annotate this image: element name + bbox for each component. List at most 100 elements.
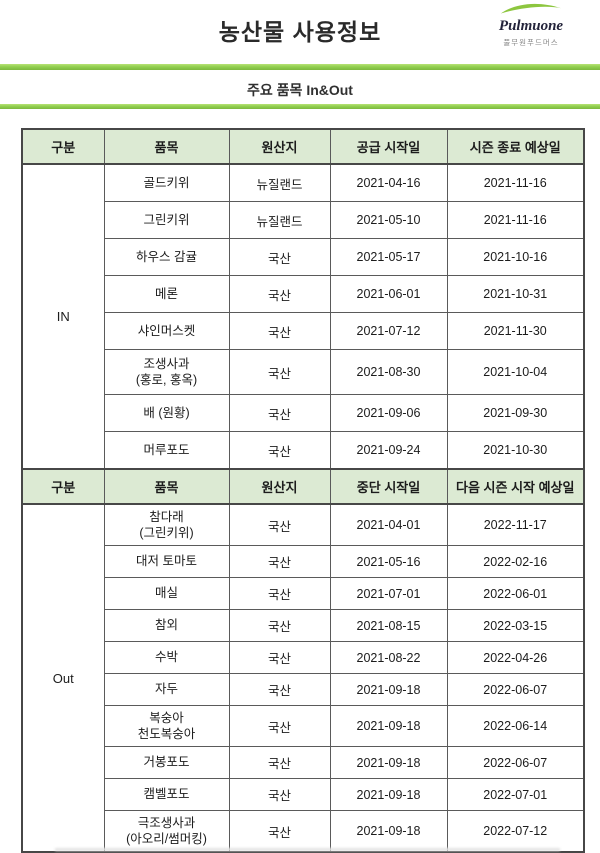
table-row: 거봉포도 국산 2021-09-18 2022-06-07 bbox=[22, 746, 585, 779]
table-row: 대저 토마토 국산 2021-05-16 2022-02-16 bbox=[22, 545, 585, 578]
date-start-cell: 2021-07-01 bbox=[329, 577, 448, 610]
origin-cell: 뉴질랜드 bbox=[228, 163, 331, 202]
date-start-cell: 2021-04-16 bbox=[329, 163, 448, 202]
date-start-cell: 2021-05-16 bbox=[329, 545, 448, 578]
date-end-cell: 2021-11-16 bbox=[446, 163, 585, 202]
produce-in-out-table: 구분 품목 원산지 공급 시작일 시즌 종료 예상일 IN 골드키위 뉴질랜드 2021-04-… bbox=[21, 128, 585, 853]
table-row: 수박 국산 2021-08-22 2022-04-26 bbox=[22, 641, 585, 674]
item-cell: 거봉포도 bbox=[103, 746, 230, 779]
origin-cell: 국산 bbox=[228, 810, 331, 853]
origin-cell: 국산 bbox=[228, 673, 331, 706]
subtitle: 주요 품목 In&Out bbox=[247, 82, 353, 98]
header-row: 구분 품목 원산지 공급 시작일 시즌 종료 예상일 bbox=[21, 128, 585, 165]
item-cell: 캠벨포도 bbox=[103, 778, 230, 811]
origin-cell: 뉴질랜드 bbox=[228, 201, 331, 239]
origin-cell: 국산 bbox=[228, 609, 331, 642]
table-row: 참외 국산 2021-08-15 2022-03-15 bbox=[22, 609, 585, 642]
date-start-cell: 2021-09-24 bbox=[329, 431, 448, 470]
table-row: 그린키위 뉴질랜드 2021-05-10 2021-11-16 bbox=[22, 201, 585, 239]
pulmuone-logo: Pulmuone 풀무원푸드머스 bbox=[488, 2, 574, 48]
logo-sub-text: 풀무원푸드머스 bbox=[503, 37, 559, 47]
date-start-cell: 2021-08-15 bbox=[329, 609, 448, 642]
date-end-cell: 2021-10-16 bbox=[446, 238, 585, 276]
table-wrapper: 구분 품목 원산지 공급 시작일 시즌 종료 예상일 IN 골드키위 뉴질랜드 2021-04-… bbox=[21, 128, 585, 853]
date-end-cell: 2021-10-31 bbox=[446, 275, 585, 313]
table-row: 캠벨포도 국산 2021-09-18 2022-07-01 bbox=[22, 778, 585, 811]
column-header: 품목 bbox=[103, 468, 230, 505]
date-end-cell: 2022-04-26 bbox=[446, 641, 585, 674]
section-cell-in: IN bbox=[21, 163, 105, 470]
origin-cell: 국산 bbox=[228, 577, 331, 610]
table-row: Out 참다래 (그린키위) 국산 2021-04-01 2022-11-17 bbox=[21, 503, 585, 853]
table-row: 극조생사과 (아오리/썸머킹) 국산 2021-09-18 2022-07-12 bbox=[22, 810, 585, 853]
table-row: 배 (원황) 국산 2021-09-06 2021-09-30 bbox=[22, 394, 585, 432]
divider-line-subtitle bbox=[0, 104, 600, 109]
table-row: 자두 국산 2021-09-18 2022-06-07 bbox=[22, 673, 585, 706]
date-end-cell: 2021-10-04 bbox=[446, 349, 585, 395]
item-cell: 그린키위 bbox=[103, 201, 230, 239]
divider-line-top bbox=[0, 64, 600, 70]
date-end-cell: 2022-07-01 bbox=[446, 778, 585, 811]
header-row: 구분 품목 원산지 중단 시작일 다음 시즌 시작 예상일 bbox=[21, 468, 585, 505]
item-cell: 골드키위 bbox=[103, 163, 230, 202]
table-row: 머루포도 국산 2021-09-24 2021-10-30 bbox=[22, 431, 585, 470]
origin-cell: 국산 bbox=[228, 641, 331, 674]
date-start-cell: 2021-09-06 bbox=[329, 394, 448, 432]
item-cell: 메론 bbox=[103, 275, 230, 313]
item-cell: 하우스 감귤 bbox=[103, 238, 230, 276]
date-start-cell: 2021-09-18 bbox=[329, 673, 448, 706]
cutoff-text-smudge bbox=[55, 848, 560, 851]
column-header: 중단 시작일 bbox=[329, 468, 448, 505]
column-header: 구분 bbox=[21, 468, 105, 505]
column-header: 시즌 종료 예상일 bbox=[446, 128, 585, 165]
item-cell: 샤인머스켓 bbox=[103, 312, 230, 350]
origin-cell: 국산 bbox=[228, 503, 331, 546]
item-cell: 극조생사과 (아오리/썸머킹) bbox=[103, 810, 230, 853]
column-header: 원산지 bbox=[228, 128, 331, 165]
date-end-cell: 2022-03-15 bbox=[446, 609, 585, 642]
produce-table-body: 구분 품목 원산지 공급 시작일 시즌 종료 예상일 IN 골드키위 뉴질랜드 2021-04-… bbox=[21, 128, 585, 853]
item-cell: 참외 bbox=[103, 609, 230, 642]
origin-cell: 국산 bbox=[228, 312, 331, 350]
date-end-cell: 2021-10-30 bbox=[446, 431, 585, 470]
origin-cell: 국산 bbox=[228, 349, 331, 395]
date-end-cell: 2022-11-17 bbox=[446, 503, 585, 546]
date-start-cell: 2021-06-01 bbox=[329, 275, 448, 313]
date-start-cell: 2021-08-22 bbox=[329, 641, 448, 674]
date-start-cell: 2021-09-18 bbox=[329, 778, 448, 811]
date-end-cell: 2021-11-30 bbox=[446, 312, 585, 350]
date-start-cell: 2021-09-18 bbox=[329, 810, 448, 853]
item-cell: 복숭아 천도복숭아 bbox=[103, 705, 230, 747]
origin-cell: 국산 bbox=[228, 275, 331, 313]
item-cell: 참다래 (그린키위) bbox=[103, 503, 230, 546]
column-header: 공급 시작일 bbox=[329, 128, 448, 165]
table-row: 조생사과 (홍로, 홍옥) 국산 2021-08-30 2021-10-04 bbox=[22, 349, 585, 395]
date-end-cell: 2022-07-12 bbox=[446, 810, 585, 853]
origin-cell: 국산 bbox=[228, 778, 331, 811]
item-cell: 수박 bbox=[103, 641, 230, 674]
date-start-cell: 2021-07-12 bbox=[329, 312, 448, 350]
origin-cell: 국산 bbox=[228, 545, 331, 578]
column-header: 품목 bbox=[103, 128, 230, 165]
column-header: 원산지 bbox=[228, 468, 331, 505]
table-row: 샤인머스켓 국산 2021-07-12 2021-11-30 bbox=[22, 312, 585, 350]
item-cell: 대저 토마토 bbox=[103, 545, 230, 578]
section-cell-out: Out bbox=[21, 503, 105, 853]
item-cell: 조생사과 (홍로, 홍옥) bbox=[103, 349, 230, 395]
date-start-cell: 2021-09-18 bbox=[329, 705, 448, 747]
origin-cell: 국산 bbox=[228, 705, 331, 747]
date-start-cell: 2021-04-01 bbox=[329, 503, 448, 546]
origin-cell: 국산 bbox=[228, 431, 331, 470]
date-start-cell: 2021-05-10 bbox=[329, 201, 448, 239]
item-cell: 자두 bbox=[103, 673, 230, 706]
date-end-cell: 2021-11-16 bbox=[446, 201, 585, 239]
origin-cell: 국산 bbox=[228, 746, 331, 779]
logo-brand-text: Pulmuone bbox=[498, 18, 564, 34]
pulmuone-swoosh-icon bbox=[500, 3, 562, 14]
table-row: 하우스 감귤 국산 2021-05-17 2021-10-16 bbox=[22, 238, 585, 276]
table-row: IN 골드키위 뉴질랜드 2021-04-16 2021-11-16 bbox=[21, 163, 585, 470]
item-cell: 머루포도 bbox=[103, 431, 230, 470]
date-start-cell: 2021-05-17 bbox=[329, 238, 448, 276]
item-cell: 매실 bbox=[103, 577, 230, 610]
